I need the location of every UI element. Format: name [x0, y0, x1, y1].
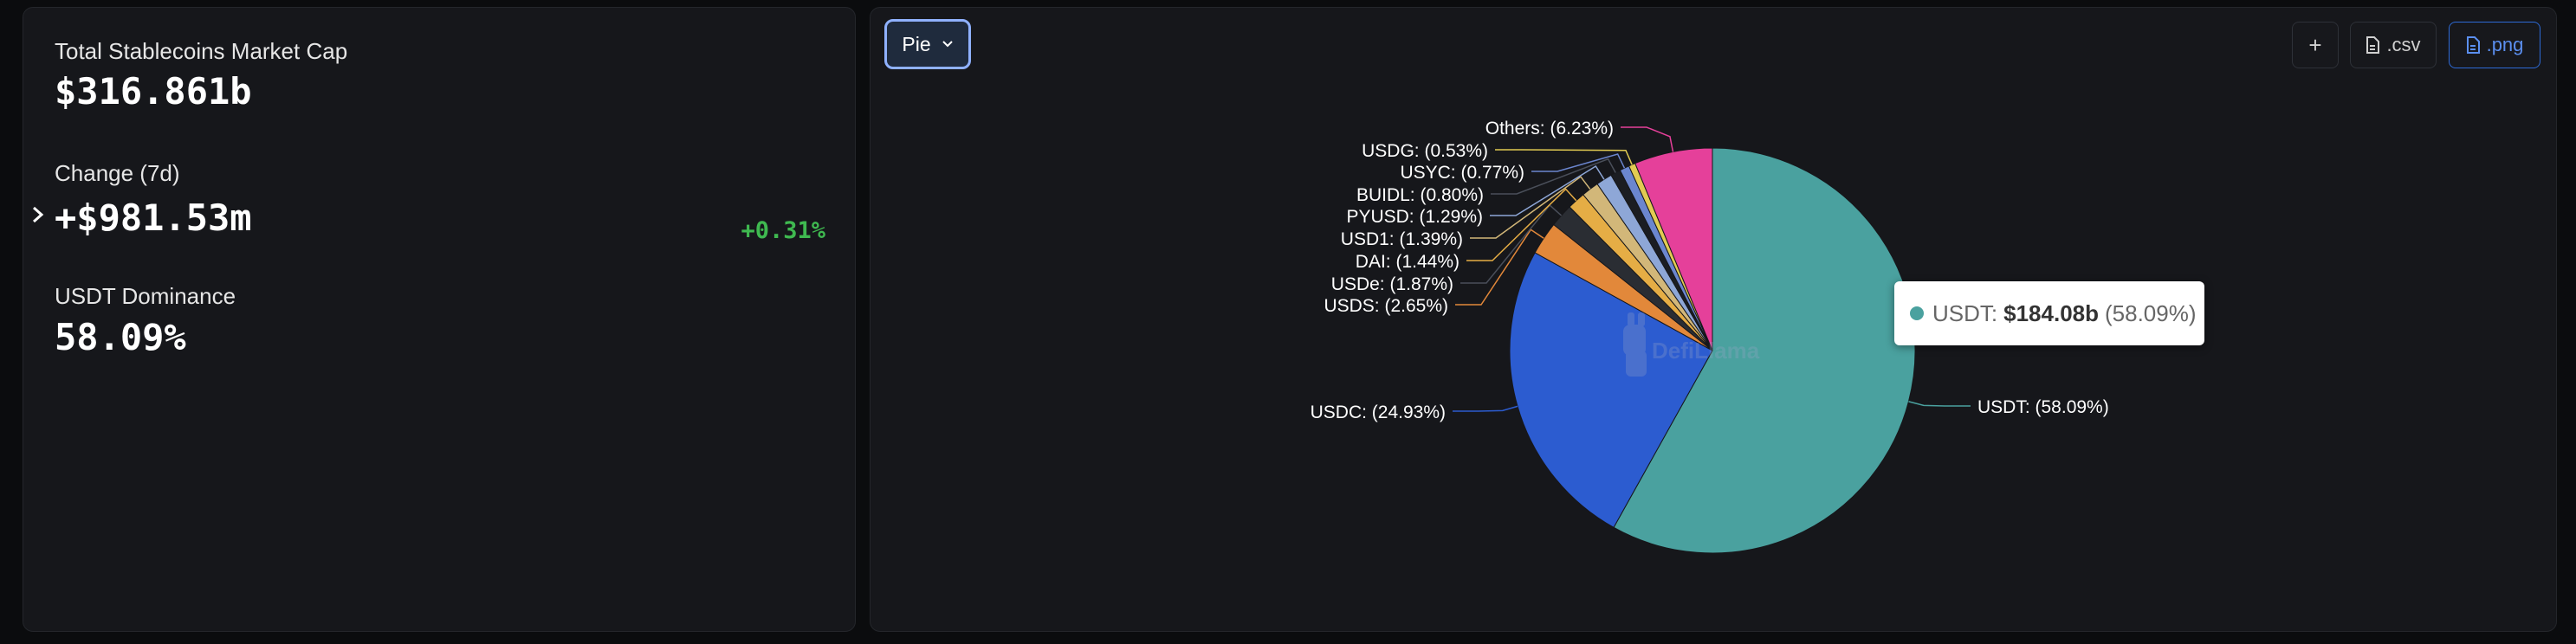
png-label: .png: [2486, 34, 2524, 55]
tooltip-color-dot: [1910, 306, 1924, 320]
pie-slice-usdc[interactable]: [1509, 252, 1713, 529]
chart-type-select[interactable]: Pie: [884, 19, 971, 69]
pie-label-line-pyusd: [1490, 164, 1605, 216]
pie-label-line-usdt: [1908, 401, 1971, 407]
pie-label-others: Others: (6.23%): [1485, 119, 1614, 138]
pie-label-line-others: [1621, 126, 1674, 152]
pie-label-line-usds: [1455, 229, 1544, 306]
total-market-cap-label: Total Stablecoins Market Cap: [55, 38, 348, 64]
chart-type-label: Pie: [902, 32, 931, 55]
usdt-dominance-value: 58.09%: [55, 316, 186, 358]
pie-label-line-usyc: [1531, 153, 1626, 172]
chevron-down-icon: [942, 41, 953, 48]
change-7d-value: +$981.53m: [55, 196, 252, 239]
pie-label-usds: USDS: (2.65%): [1324, 296, 1448, 316]
download-csv-button[interactable]: .csv: [2350, 22, 2437, 68]
pie-label-pyusd: PYUSD: (1.29%): [1346, 207, 1483, 227]
stats-panel: Total Stablecoins Market Cap $316.861b C…: [23, 7, 856, 632]
watermark-text: DefiLlama: [1652, 338, 1760, 364]
tooltip-percent: (58.09%): [2105, 299, 2197, 326]
file-icon: [2366, 36, 2380, 54]
pie-label-line-buidl: [1491, 158, 1616, 195]
pie-label-line-dai: [1466, 188, 1577, 261]
pie-label-line-usd1: [1470, 176, 1591, 239]
csv-label: .csv: [2386, 34, 2421, 55]
download-png-button[interactable]: .png: [2449, 22, 2540, 68]
add-button[interactable]: +: [2292, 22, 2339, 68]
chart-panel: DefiLlama USDT: (58.09%) USDC: (24.93%) US…: [870, 7, 2557, 632]
llama-logo-icon: [1623, 312, 1647, 377]
total-market-cap-value: $316.861b: [55, 70, 252, 113]
pie-label-usyc: USYC: (0.77%): [1400, 163, 1524, 183]
file-icon: [2466, 36, 2480, 54]
pie-label-usdt: USDT: (58.09%): [1977, 397, 2109, 417]
pie-label-line-usde: [1460, 203, 1563, 284]
pie-label-line-usdg: [1495, 149, 1633, 165]
pie-label-usdc: USDC: (24.93%): [1311, 402, 1446, 422]
tooltip-name: USDT:: [1932, 299, 1998, 326]
pie-chart: DefiLlama USDT: (58.09%) USDC: (24.93%) US…: [1311, 119, 2109, 554]
pie-label-usde: USDe: (1.87%): [1331, 274, 1453, 294]
add-button-label: +: [2308, 31, 2322, 58]
pie-tooltip: USDT: $184.08b (58.09%): [1894, 281, 2204, 345]
change-7d-label: Change (7d): [55, 160, 180, 186]
pie-label-usdg: USDG: (0.53%): [1362, 141, 1488, 161]
usdt-dominance-label: USDT Dominance: [55, 283, 236, 309]
chevron-right-icon[interactable]: [29, 205, 48, 224]
change-7d-percent: +0.31%: [741, 217, 825, 244]
watermark: DefiLlama: [1623, 312, 1760, 377]
pie-label-line-usdc: [1453, 405, 1518, 412]
pie-label-usd1: USD1: (1.39%): [1341, 229, 1463, 249]
tooltip-value: $184.08b: [2003, 299, 2099, 326]
pie-label-buidl: BUIDL: (0.80%): [1356, 185, 1484, 205]
pie-label-dai: DAI: (1.44%): [1356, 252, 1460, 272]
